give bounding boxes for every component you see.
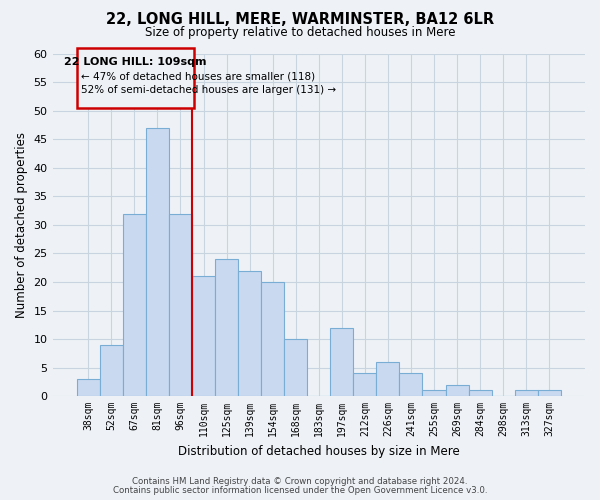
Text: 52% of semi-detached houses are larger (131) →: 52% of semi-detached houses are larger (…	[82, 86, 337, 96]
Bar	[400, 373, 422, 396]
Text: Contains HM Land Registry data © Crown copyright and database right 2024.: Contains HM Land Registry data © Crown c…	[132, 477, 468, 486]
Text: 22, LONG HILL, MERE, WARMINSTER, BA12 6LR: 22, LONG HILL, MERE, WARMINSTER, BA12 6L…	[106, 12, 494, 28]
Bar	[330, 328, 353, 396]
Bar	[215, 259, 238, 396]
X-axis label: Distribution of detached houses by size in Mere: Distribution of detached houses by size …	[178, 444, 460, 458]
Bar	[146, 128, 169, 396]
Bar	[123, 214, 146, 396]
Bar	[538, 390, 561, 396]
Bar	[353, 373, 376, 396]
Bar	[515, 390, 538, 396]
Bar	[284, 339, 307, 396]
Bar	[376, 362, 400, 396]
Bar	[100, 344, 123, 396]
Bar	[192, 276, 215, 396]
Text: ← 47% of detached houses are smaller (118): ← 47% of detached houses are smaller (11…	[82, 71, 316, 81]
Y-axis label: Number of detached properties: Number of detached properties	[15, 132, 28, 318]
Bar	[77, 379, 100, 396]
Bar	[261, 282, 284, 396]
Bar	[238, 270, 261, 396]
Bar	[422, 390, 446, 396]
Bar	[469, 390, 491, 396]
Bar	[77, 48, 194, 108]
Text: Contains public sector information licensed under the Open Government Licence v3: Contains public sector information licen…	[113, 486, 487, 495]
Text: 22 LONG HILL: 109sqm: 22 LONG HILL: 109sqm	[64, 57, 207, 67]
Text: Size of property relative to detached houses in Mere: Size of property relative to detached ho…	[145, 26, 455, 39]
Bar	[446, 384, 469, 396]
Bar	[169, 214, 192, 396]
